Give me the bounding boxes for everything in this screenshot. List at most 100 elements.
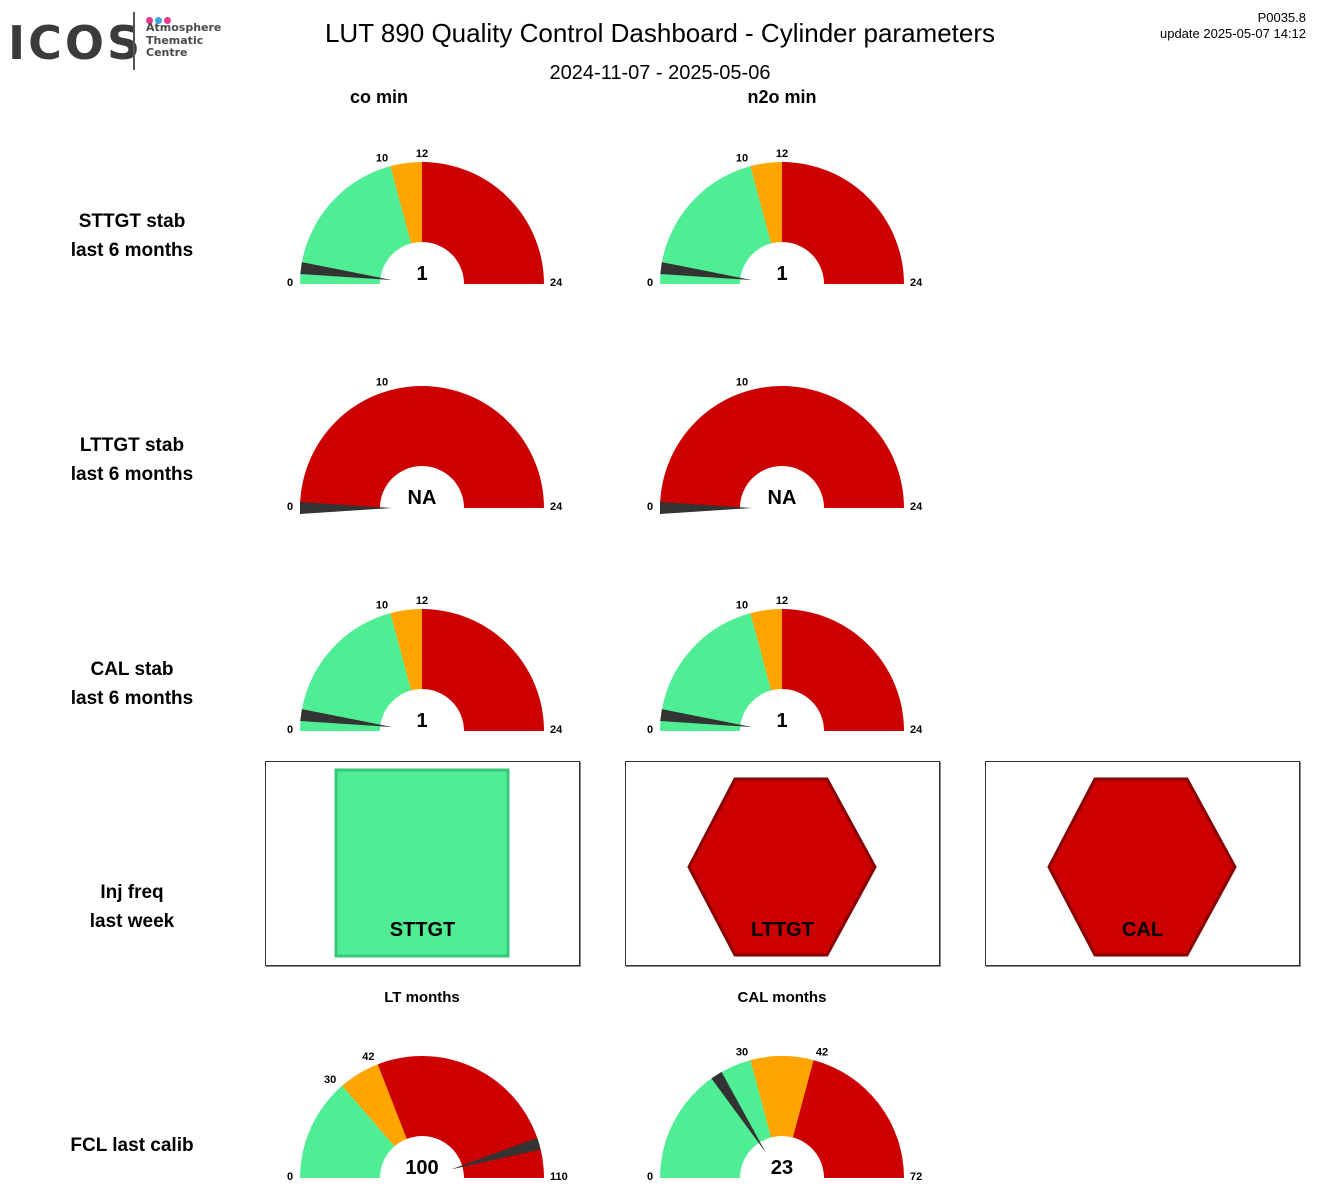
gauge-band-green: [660, 1060, 772, 1178]
inj-freq-shape: [1047, 777, 1237, 957]
gauge-band-red: [792, 1060, 904, 1178]
gauge-needle: [300, 709, 393, 728]
gauge-tick-label: 12: [776, 595, 788, 607]
gauge-band-orange: [750, 162, 782, 244]
gauge-value-label: 1: [416, 710, 427, 732]
gauge-band-orange: [390, 609, 422, 691]
gauge: 0 10 24 NA: [647, 376, 923, 514]
gauge-tick-label: 24: [550, 277, 563, 289]
version-label: P0035.8: [1257, 10, 1306, 25]
logo-tagline-line: Thematic: [146, 33, 204, 47]
logo-tagline-line: Centre: [146, 46, 188, 59]
gauge-band-red: [660, 386, 904, 508]
gauge-needle: [660, 262, 753, 281]
gauge-tick-label: 42: [816, 1046, 828, 1058]
gauge-tick-label: 30: [736, 1046, 748, 1058]
gauge-band-green: [300, 613, 412, 731]
row-label-sttgt: STTGT stab last 6 months: [12, 207, 252, 265]
row-label-line: LTTGT stab: [79, 435, 185, 456]
gauge-needle: [660, 502, 752, 514]
row-label-line: last 6 months: [70, 688, 194, 709]
gauge: 0 10 12 24 1: [647, 595, 923, 736]
gauge-tick-label: 24: [550, 501, 563, 513]
gauge-band-red: [422, 609, 544, 731]
gauge-tick-label: 0: [287, 501, 293, 513]
gauge-band-orange: [390, 162, 422, 244]
row-label-fcl: FCL last calib: [12, 1131, 252, 1160]
row-label-inj: Inj freq last week: [12, 878, 252, 936]
row-label-line: last 6 months: [70, 240, 194, 261]
status-hexagon: [687, 777, 877, 957]
gauge-tick-label: 12: [416, 595, 428, 607]
gauge-tick-label: 0: [287, 277, 293, 289]
status-square: [334, 768, 510, 958]
gauge-needle: [450, 1137, 541, 1170]
date-range: 2024-11-07 - 2025-05-06: [549, 62, 771, 84]
gauge-tick-label: 12: [776, 148, 788, 160]
row-label-line: last 6 months: [70, 464, 194, 485]
gauge-tick-label: 0: [287, 1171, 293, 1183]
update-timestamp: update 2025-05-07 14:12: [1159, 26, 1306, 41]
logo-dot: [146, 17, 153, 24]
gauge-value-label: NA: [768, 487, 797, 509]
gauge-tick-label: 24: [910, 277, 923, 289]
gauge-value-label: 1: [776, 263, 787, 285]
gauge-tick-label: 72: [910, 1171, 922, 1183]
gauge-needle: [711, 1071, 766, 1153]
inj-freq-label: LTTGT: [751, 919, 814, 941]
gauge-needle: [300, 262, 393, 281]
gauge: 0 10 24 NA: [287, 376, 563, 514]
inj-freq-label: CAL: [1121, 919, 1164, 941]
gauge-tick-label: 0: [647, 1171, 653, 1183]
gauge-value-label: 100: [405, 1157, 438, 1179]
logo-wordmark: ICOS: [8, 16, 144, 70]
update-info: P0035.8 update 2025-05-07 14:12: [1160, 10, 1306, 42]
gauge-value-label: 23: [771, 1157, 793, 1179]
logo-tagline: Atmosphere Thematic Centre: [146, 21, 222, 60]
gauge-value-label: 1: [776, 710, 787, 732]
gauge: 0 30 42 110 100: [287, 1051, 568, 1183]
gauge-band-orange: [750, 1056, 814, 1138]
row-label-line: FCL last calib: [70, 1135, 194, 1156]
gauge: 0 10 12 24 1: [287, 148, 563, 289]
gauge-title-cal-months: CAL months: [737, 989, 827, 1006]
gauge-band-red: [782, 609, 904, 731]
row-label-line: Inj freq: [100, 882, 164, 903]
page-title: LUT 890 Quality Control Dashboard - Cyli…: [324, 18, 996, 48]
gauge-tick-label: 24: [550, 724, 563, 736]
logo-dot: [164, 17, 171, 24]
gauge-band-red: [782, 162, 904, 284]
gauge-value-label: 1: [416, 263, 427, 285]
gauge-tick-label: 10: [736, 376, 748, 388]
gauge-tick-label: 10: [376, 376, 388, 388]
logo-separator: [133, 12, 135, 70]
logo-dots: [146, 11, 173, 29]
gauge-band-green: [300, 166, 412, 284]
icos-logo: ICOS Atmosphere Thematic Centre: [8, 10, 238, 72]
inj-freq-box-sttgt: STTGT: [265, 761, 580, 966]
logo-tagline-line: Atmosphere: [146, 21, 222, 34]
gauge: 0 30 42 72 23: [647, 1046, 922, 1183]
gauge-tick-label: 110: [550, 1171, 568, 1183]
gauge-tick-label: 30: [324, 1074, 336, 1086]
gauge-tick-label: 42: [362, 1051, 374, 1063]
inj-freq-box-cal: CAL: [985, 761, 1300, 966]
inj-freq-shape: [687, 777, 877, 957]
status-hexagon: [1047, 777, 1237, 957]
gauge-band-orange: [750, 609, 782, 691]
gauge-tick-label: 10: [376, 599, 388, 611]
gauge-needle: [660, 709, 753, 728]
gauge-band-green: [660, 166, 772, 284]
column-header-n2o: n2o min: [747, 87, 817, 107]
gauge-tick-label: 0: [647, 724, 653, 736]
gauge-title-lt-months: LT months: [384, 989, 460, 1006]
inj-freq-shape: [334, 768, 510, 958]
gauge-tick-label: 12: [416, 148, 428, 160]
gauge-needle: [300, 502, 392, 514]
inj-freq-box-lttgt: LTTGT: [625, 761, 940, 966]
column-header-co: co min: [349, 87, 408, 107]
gauge-band-green: [300, 1085, 395, 1178]
gauge-value-label: NA: [408, 487, 437, 509]
row-label-cal: CAL stab last 6 months: [12, 655, 252, 713]
